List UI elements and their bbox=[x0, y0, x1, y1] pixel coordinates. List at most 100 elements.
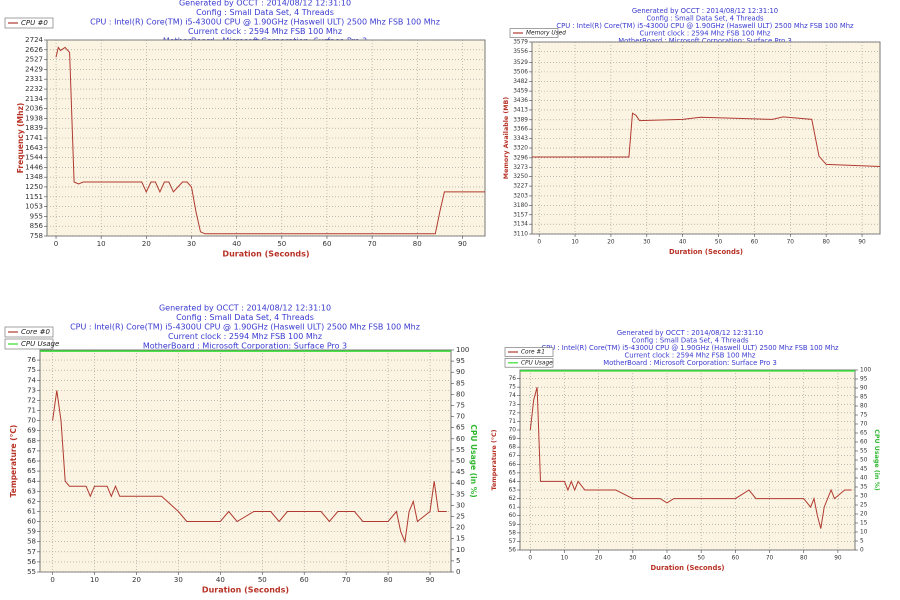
y-tick-label: 57 bbox=[27, 548, 36, 556]
legend-label: CPU #0 bbox=[21, 19, 48, 27]
y-tick-label: 2626 bbox=[25, 46, 43, 54]
y-tick-label: 75 bbox=[27, 366, 36, 374]
y-tick-label: 3157 bbox=[513, 212, 528, 218]
y2-tick-label: 60 bbox=[860, 440, 868, 446]
x-tick-label: 50 bbox=[277, 240, 286, 248]
y-tick-label: 2331 bbox=[25, 75, 43, 83]
y2-tick-label: 10 bbox=[456, 546, 465, 554]
y-tick-label: 955 bbox=[30, 212, 43, 220]
x-axis-label: Duration (Seconds) bbox=[222, 250, 309, 259]
legend-box bbox=[4, 17, 54, 29]
header-line: Current clock : 2594 Mhz FSB 100 Mhz bbox=[168, 332, 322, 341]
y2-tick-label: 100 bbox=[860, 368, 871, 374]
y-tick-label: 1053 bbox=[25, 203, 43, 211]
y-tick-label: 3556 bbox=[513, 49, 528, 55]
x-tick-label: 30 bbox=[629, 556, 637, 562]
y-tick-label: 3459 bbox=[513, 89, 528, 95]
y2-tick-label: 90 bbox=[456, 368, 465, 376]
y-tick-label: 2429 bbox=[25, 65, 43, 73]
y-tick-label: 3389 bbox=[513, 117, 528, 123]
y-tick-label: 3320 bbox=[513, 146, 528, 152]
y-tick-label: 67 bbox=[509, 453, 517, 459]
y-tick-label: 3273 bbox=[513, 165, 528, 171]
y2-tick-label: 25 bbox=[456, 513, 465, 521]
y-axis-label: Temperature (°C) bbox=[490, 429, 498, 490]
y-tick-label: 59 bbox=[509, 522, 517, 528]
y-tick-label: 2232 bbox=[25, 85, 43, 93]
x-tick-label: 40 bbox=[216, 576, 225, 584]
y2-tick-label: 15 bbox=[860, 521, 868, 527]
x-tick-label: 80 bbox=[800, 556, 808, 562]
x-tick-label: 10 bbox=[97, 240, 106, 248]
x-tick-label: 70 bbox=[342, 576, 351, 584]
y-tick-label: 2134 bbox=[25, 95, 43, 103]
y-tick-label: 55 bbox=[27, 568, 36, 576]
y2-tick-label: 10 bbox=[860, 530, 868, 536]
plot-area bbox=[39, 349, 452, 573]
header-line: Config : Small Data Set, 4 Threads bbox=[176, 313, 314, 322]
y-tick-label: 3250 bbox=[513, 174, 528, 180]
y-tick-label: 65 bbox=[509, 470, 517, 476]
x-tick-label: 70 bbox=[766, 556, 774, 562]
header-line: Generated by OCCT : 2014/08/12 12:31:10 bbox=[632, 7, 778, 15]
legend-label: Core #0 bbox=[21, 328, 50, 336]
y2-tick-label: 25 bbox=[860, 503, 868, 509]
y-tick-label: 66 bbox=[509, 462, 517, 468]
x-tick-label: 40 bbox=[232, 240, 241, 248]
x-axis-label: Duration (Seconds) bbox=[669, 248, 743, 256]
x-tick-label: 80 bbox=[822, 240, 830, 246]
plot-area bbox=[519, 369, 856, 551]
y-tick-label: 76 bbox=[27, 356, 36, 364]
y-tick-label: 68 bbox=[27, 437, 36, 445]
x-tick-label: 10 bbox=[90, 576, 99, 584]
y-tick-label: 1348 bbox=[25, 173, 43, 181]
legend-label: Memory Used bbox=[526, 31, 566, 37]
x-tick-label: 30 bbox=[174, 576, 183, 584]
legend-label: CPU Usage bbox=[21, 340, 59, 348]
y-tick-label: 3296 bbox=[513, 155, 528, 161]
y-axis-label: Memory Available (MB) bbox=[503, 97, 510, 179]
header-line: MotherBoard : Microsoft Corporation: Sur… bbox=[603, 359, 777, 367]
y2-tick-label: 5 bbox=[456, 557, 460, 565]
y-tick-label: 3180 bbox=[513, 203, 528, 209]
y2-tick-label: 0 bbox=[860, 548, 864, 554]
y-tick-label: 57 bbox=[509, 539, 517, 545]
legend-box bbox=[504, 347, 554, 357]
y-tick-label: 66 bbox=[27, 457, 36, 465]
y-tick-label: 67 bbox=[27, 447, 36, 455]
y2-tick-label: 35 bbox=[860, 485, 868, 491]
y-tick-label: 72 bbox=[509, 410, 517, 416]
y-tick-label: 3110 bbox=[513, 232, 528, 238]
y2-tick-label: 90 bbox=[860, 386, 868, 392]
y2-tick-label: 45 bbox=[456, 468, 465, 476]
x-tick-label: 40 bbox=[679, 240, 687, 246]
y-tick-label: 71 bbox=[27, 407, 36, 415]
y2-tick-label: 100 bbox=[456, 346, 469, 354]
legend-label: CPU Usage bbox=[521, 360, 553, 366]
x-tick-label: 0 bbox=[537, 240, 541, 246]
y-tick-label: 758 bbox=[30, 232, 43, 240]
y-tick-label: 2036 bbox=[25, 105, 43, 113]
y-tick-label: 3227 bbox=[513, 184, 528, 190]
y-tick-label: 70 bbox=[509, 428, 517, 434]
legend-box bbox=[509, 28, 559, 38]
header-line: Current clock : 2594 Mhz FSB 100 Mhz bbox=[625, 352, 756, 360]
y2-tick-label: 20 bbox=[860, 512, 868, 518]
header-line: MotherBoard : Microsoft Corporation: Sur… bbox=[143, 342, 347, 351]
y2-tick-label: 30 bbox=[860, 494, 868, 500]
y-tick-label: 3482 bbox=[513, 79, 528, 85]
y-tick-label: 1151 bbox=[25, 193, 43, 201]
header-line: Config : Small Data Set, 4 Threads bbox=[631, 337, 749, 345]
y-tick-label: 61 bbox=[509, 505, 517, 511]
x-tick-label: 20 bbox=[142, 240, 151, 248]
y-tick-label: 62 bbox=[27, 497, 36, 505]
x-tick-label: 40 bbox=[663, 556, 671, 562]
y-tick-label: 63 bbox=[27, 487, 36, 495]
y2-tick-label: 5 bbox=[860, 539, 864, 545]
x-tick-label: 30 bbox=[187, 240, 196, 248]
y2-tick-label: 75 bbox=[860, 413, 868, 419]
y-axis-label: Temperature (°C) bbox=[9, 425, 18, 498]
y-tick-label: 1544 bbox=[25, 154, 43, 162]
series-line bbox=[55, 46, 485, 235]
